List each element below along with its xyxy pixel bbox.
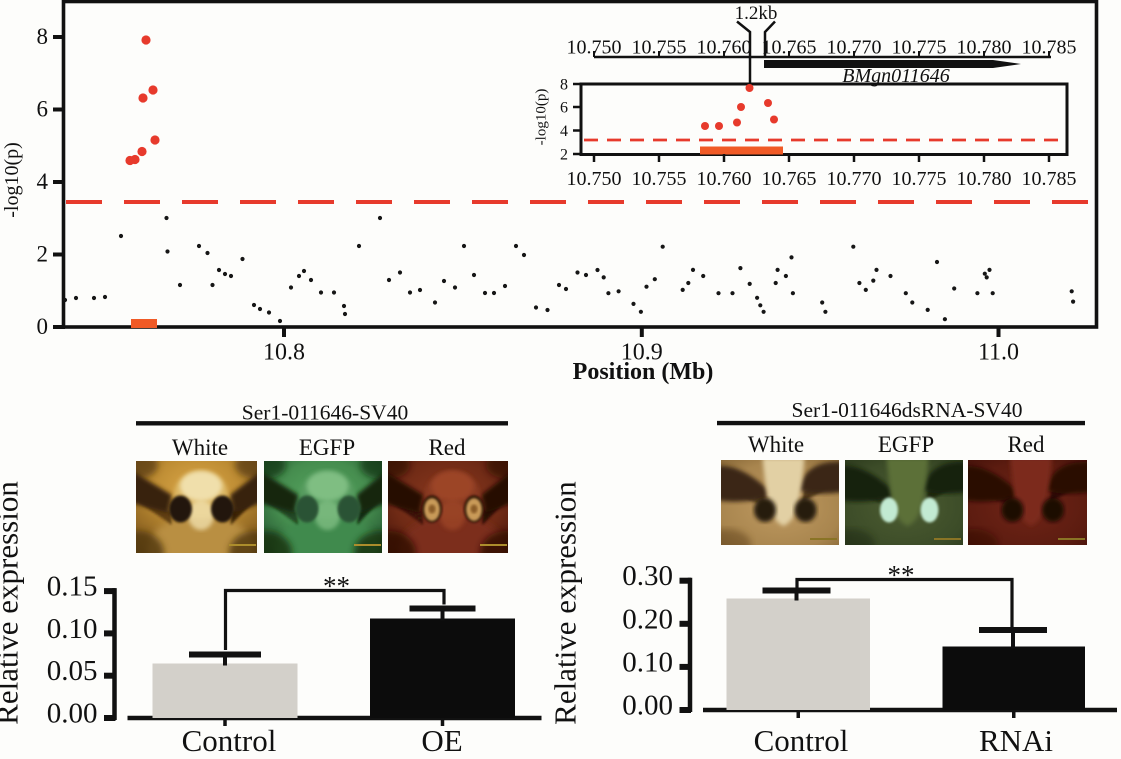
- svg-text:10.780: 10.780: [957, 37, 1012, 59]
- svg-text:0.00: 0.00: [47, 698, 98, 730]
- svg-text:White: White: [748, 432, 804, 457]
- svg-text:**: **: [323, 571, 350, 601]
- svg-text:Ser1-011646dsRNA-SV40: Ser1-011646dsRNA-SV40: [792, 398, 1023, 422]
- svg-text:10.785: 10.785: [1022, 37, 1077, 59]
- svg-text:Control: Control: [182, 723, 277, 758]
- svg-text:Red: Red: [1007, 432, 1045, 457]
- svg-text:0.10: 0.10: [47, 613, 98, 645]
- svg-text:**: **: [888, 560, 915, 590]
- svg-text:10.9: 10.9: [621, 340, 663, 366]
- svg-text:10.750: 10.750: [567, 37, 622, 59]
- svg-text:0.30: 0.30: [622, 560, 673, 592]
- svg-text:1.2kb: 1.2kb: [735, 3, 778, 24]
- svg-text:6: 6: [37, 97, 49, 122]
- svg-text:BMgn011646: BMgn011646: [842, 65, 949, 87]
- svg-text:2: 2: [37, 242, 49, 267]
- svg-text:Ser1-011646-SV40: Ser1-011646-SV40: [242, 401, 408, 425]
- svg-text:0.05: 0.05: [47, 655, 98, 687]
- svg-text:10.765: 10.765: [762, 37, 817, 59]
- svg-text:10.760: 10.760: [697, 168, 752, 190]
- svg-text:Relative expression: Relative expression: [0, 481, 25, 725]
- svg-text:0.00: 0.00: [622, 690, 673, 722]
- svg-text:10.770: 10.770: [827, 168, 882, 190]
- svg-text:Control: Control: [754, 723, 849, 758]
- svg-text:10.8: 10.8: [263, 340, 305, 366]
- svg-text:Relative expression: Relative expression: [548, 481, 583, 725]
- svg-text:10.750: 10.750: [567, 168, 622, 190]
- svg-text:8: 8: [37, 24, 49, 49]
- svg-text:8: 8: [560, 77, 568, 94]
- svg-text:4: 4: [37, 169, 49, 194]
- svg-text:2: 2: [560, 147, 568, 164]
- svg-text:10.755: 10.755: [632, 168, 687, 190]
- svg-text:6: 6: [560, 100, 568, 117]
- svg-text:10.785: 10.785: [1022, 168, 1077, 190]
- svg-text:4: 4: [560, 123, 568, 140]
- svg-text:0: 0: [37, 314, 49, 339]
- svg-text:Position (Mb): Position (Mb): [573, 359, 714, 385]
- svg-text:Red: Red: [428, 435, 466, 460]
- svg-text:10.775: 10.775: [892, 168, 947, 190]
- svg-text:10.760: 10.760: [697, 37, 752, 59]
- svg-text:EGFP: EGFP: [878, 432, 934, 457]
- svg-text:White: White: [172, 435, 228, 460]
- svg-text:OE: OE: [421, 723, 462, 758]
- svg-text:EGFP: EGFP: [299, 435, 355, 460]
- svg-text:10.780: 10.780: [957, 168, 1012, 190]
- svg-text:10.770: 10.770: [827, 37, 882, 59]
- svg-text:0.20: 0.20: [622, 603, 673, 635]
- svg-text:-log10(p): -log10(p): [534, 89, 550, 146]
- svg-text:10.755: 10.755: [632, 37, 687, 59]
- svg-text:0.10: 0.10: [622, 646, 673, 678]
- svg-text:10.765: 10.765: [762, 168, 817, 190]
- svg-text:0.15: 0.15: [47, 571, 98, 603]
- svg-text:RNAi: RNAi: [979, 723, 1053, 758]
- svg-text:-log10(p): -log10(p): [1, 142, 23, 218]
- svg-text:11.0: 11.0: [978, 340, 1019, 366]
- svg-text:10.775: 10.775: [892, 37, 947, 59]
